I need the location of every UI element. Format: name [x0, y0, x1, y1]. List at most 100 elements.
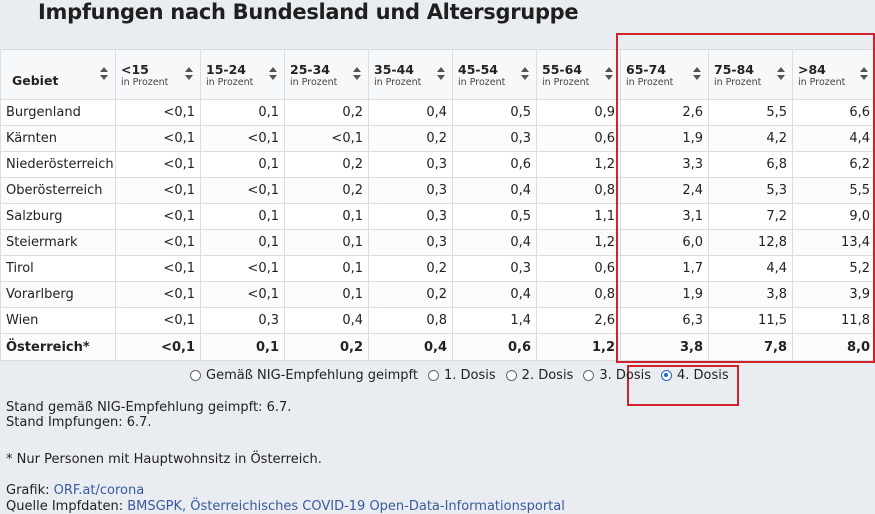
- column-header-6[interactable]: 65-74 in Prozent: [620, 49, 709, 100]
- column-header-label: >84: [798, 62, 826, 77]
- value-cell: 7,8: [708, 333, 793, 361]
- value-cell: 1,4: [452, 307, 537, 334]
- sort-icon[interactable]: [693, 67, 701, 81]
- value-cell: 0,1: [200, 151, 285, 178]
- column-header-label: 75-84: [714, 62, 754, 77]
- sort-icon[interactable]: [860, 67, 868, 81]
- value-cell: 0,1: [284, 255, 369, 282]
- radio-checked-icon[interactable]: [661, 370, 673, 381]
- value-cell: 0,9: [536, 99, 621, 126]
- value-cell: <0,1: [115, 151, 201, 178]
- table-row: Kärnten <0,1 <0,1 <0,1 0,2 0,3 0,6 1,9 4,2 4,4: [0, 125, 875, 152]
- column-header-unit: in Prozent: [374, 77, 422, 88]
- column-header-label: Gebiet: [12, 72, 59, 88]
- dose-radio-2[interactable]: 2. Dosis: [505, 368, 574, 383]
- dose-radio-label: 2. Dosis: [521, 368, 574, 383]
- column-header-label: 45-54: [458, 62, 498, 77]
- region-cell: Burgenland: [0, 99, 116, 126]
- table-row: Burgenland <0,1 0,1 0,2 0,4 0,5 0,9 2,6 5,5 6,6: [0, 99, 875, 126]
- radio-unchecked-icon[interactable]: [428, 370, 439, 381]
- value-cell: 0,8: [536, 281, 621, 308]
- footnote-text: * Nur Personen mit Hauptwohnsitz in Öste…: [6, 452, 322, 467]
- radio-unchecked-icon[interactable]: [583, 370, 595, 381]
- value-cell: 0,4: [284, 307, 369, 334]
- value-cell: 4,2: [708, 125, 793, 152]
- value-cell: <0,1: [115, 203, 201, 230]
- value-cell: 0,6: [536, 125, 621, 152]
- value-cell: 4,4: [792, 125, 875, 152]
- region-cell: Salzburg: [0, 203, 116, 230]
- column-header-4[interactable]: 45-54 in Prozent: [452, 49, 537, 100]
- region-cell: Niederösterreich: [0, 151, 116, 178]
- column-header-7[interactable]: 75-84 in Prozent: [708, 49, 793, 100]
- value-cell: <0,1: [115, 125, 201, 152]
- value-cell: 0,2: [368, 281, 453, 308]
- value-cell: 6,0: [620, 229, 709, 256]
- dose-radio-3[interactable]: 3. Dosis: [583, 368, 651, 383]
- value-cell: 8,0: [792, 333, 875, 361]
- value-cell: 6,3: [620, 307, 709, 334]
- sort-icon[interactable]: [521, 67, 529, 81]
- value-cell: <0,1: [115, 177, 201, 204]
- radio-unchecked-icon[interactable]: [505, 370, 517, 381]
- value-cell: 0,4: [452, 229, 537, 256]
- dose-radio-group: Gemäß NIG-Empfehlung geimpft 1. Dosis 2. D…: [190, 368, 739, 383]
- value-cell: 1,2: [536, 333, 621, 361]
- quelle-label: Quelle Impfdaten:: [6, 499, 128, 514]
- column-header-3[interactable]: 35-44 in Prozent: [368, 49, 453, 100]
- column-header-5[interactable]: 55-64 in Prozent: [536, 49, 621, 100]
- column-header-unit: in Prozent: [714, 77, 762, 88]
- column-header-label: <15: [121, 62, 149, 77]
- value-cell: 0,3: [368, 177, 453, 204]
- value-cell: 3,3: [620, 151, 709, 178]
- dose-radio-0[interactable]: Gemäß NIG-Empfehlung geimpft: [190, 368, 418, 383]
- value-cell: 0,1: [200, 99, 285, 126]
- grafik-link[interactable]: ORF.at/corona: [53, 483, 145, 498]
- value-cell: 3,8: [708, 281, 793, 308]
- column-header-1[interactable]: 15-24 in Prozent: [200, 49, 285, 100]
- value-cell: <0,1: [115, 255, 201, 282]
- value-cell: 0,3: [200, 307, 285, 334]
- quelle-line: Quelle Impfdaten: BMSGPK, Österreichisch…: [6, 499, 565, 514]
- sort-icon[interactable]: [605, 67, 613, 81]
- region-cell: Tirol: [0, 255, 116, 282]
- region-cell: Vorarlberg: [0, 281, 116, 308]
- value-cell: 11,8: [792, 307, 875, 334]
- column-header-gebiet[interactable]: Gebiet: [0, 49, 116, 100]
- value-cell: 2,6: [620, 99, 709, 126]
- value-cell: 0,2: [284, 99, 369, 126]
- sort-icon[interactable]: [777, 67, 785, 81]
- value-cell: 1,1: [536, 203, 621, 230]
- dose-radio-1[interactable]: 1. Dosis: [428, 368, 496, 383]
- dose-radio-4[interactable]: 4. Dosis: [661, 368, 729, 383]
- dose-radio-label: Gemäß NIG-Empfehlung geimpft: [206, 368, 418, 383]
- stand-impfungen-text: Stand Impfungen: 6.7.: [6, 415, 152, 430]
- value-cell: 13,4: [792, 229, 875, 256]
- value-cell: 0,8: [368, 307, 453, 334]
- table-row: Oberösterreich <0,1 <0,1 0,2 0,3 0,4 0,8 2,4 5,3…: [0, 177, 875, 204]
- vaccination-table: Gebiet <15 in Prozent 15-24 in Prozent 25-34…: [0, 49, 875, 361]
- value-cell: 0,2: [284, 151, 369, 178]
- sort-icon[interactable]: [185, 67, 193, 81]
- radio-unchecked-icon[interactable]: [190, 370, 201, 381]
- sort-icon[interactable]: [353, 67, 361, 81]
- sort-icon[interactable]: [437, 67, 445, 81]
- value-cell: 0,3: [368, 203, 453, 230]
- value-cell: 0,1: [284, 281, 369, 308]
- column-header-0[interactable]: <15 in Prozent: [115, 49, 201, 100]
- value-cell: 7,2: [708, 203, 793, 230]
- quelle-link[interactable]: BMSGPK, Österreichisches COVID-19 Open-D…: [127, 499, 565, 514]
- sort-icon[interactable]: [100, 67, 108, 81]
- value-cell: <0,1: [115, 333, 201, 361]
- column-header-2[interactable]: 25-34 in Prozent: [284, 49, 369, 100]
- value-cell: 6,6: [792, 99, 875, 126]
- value-cell: 0,6: [452, 151, 537, 178]
- value-cell: 12,8: [708, 229, 793, 256]
- column-header-8[interactable]: >84 in Prozent: [792, 49, 875, 100]
- table-row: Tirol <0,1 <0,1 0,1 0,2 0,3 0,6 1,7 4,4 5,2: [0, 255, 875, 282]
- value-cell: 1,2: [536, 229, 621, 256]
- sort-icon[interactable]: [269, 67, 277, 81]
- grafik-line: Grafik: ORF.at/corona: [6, 483, 144, 498]
- value-cell: 0,3: [452, 125, 537, 152]
- table-row: Steiermark <0,1 0,1 0,1 0,3 0,4 1,2 6,0 12,8 13,4: [0, 229, 875, 256]
